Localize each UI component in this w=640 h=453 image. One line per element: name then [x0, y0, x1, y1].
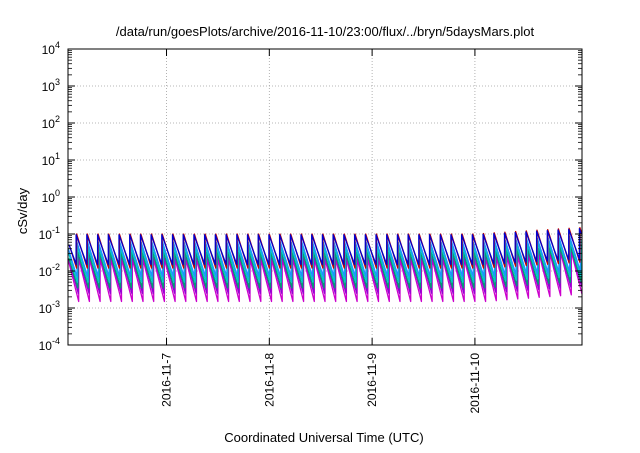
y-tick-label: 100	[42, 188, 60, 205]
y-tick-label: 10-4	[39, 336, 60, 353]
y-tick-exponent: 3	[55, 77, 60, 87]
y-tick-exponent: 0	[55, 188, 60, 198]
y-tick-label: 10-2	[39, 262, 60, 279]
y-tick-exponent: 1	[55, 151, 60, 161]
y-tick-exponent: -4	[52, 336, 60, 346]
y-axis-label: cSv/day	[15, 187, 30, 234]
plot-frame	[67, 48, 583, 346]
y-tick-exponent: -2	[52, 262, 60, 272]
y-tick-base: 10	[39, 339, 53, 353]
y-tick-label: 10-3	[39, 299, 60, 316]
x-tick-label: 2016-11-10	[468, 353, 482, 414]
y-tick-base: 10	[42, 191, 56, 205]
y-tick-exponent: 2	[55, 114, 60, 124]
x-tick-label: 2016-11-8	[262, 353, 276, 407]
chart-title: /data/run/goesPlots/archive/2016-11-10/2…	[116, 24, 535, 39]
y-tick-label: 101	[42, 151, 60, 168]
y-tick-label: 104	[42, 40, 60, 57]
y-tick-base: 10	[42, 80, 56, 94]
y-tick-base: 10	[39, 302, 53, 316]
y-tick-base: 10	[42, 43, 56, 57]
y-tick-base: 10	[42, 117, 56, 131]
y-tick-label: 10-1	[39, 225, 60, 242]
y-tick-exponent: -3	[52, 299, 60, 309]
x-axis-label: Coordinated Universal Time (UTC)	[224, 430, 423, 445]
series-group	[67, 226, 583, 303]
y-tick-base: 10	[39, 228, 53, 242]
x-tick-label: 2016-11-7	[160, 353, 174, 407]
series-line-7	[68, 228, 582, 266]
y-tick-base: 10	[42, 154, 56, 168]
series-line-4	[67, 239, 582, 283]
series-line-3	[68, 245, 582, 289]
y-tick-label: 103	[42, 77, 60, 94]
y-tick-exponent: -1	[52, 225, 60, 235]
x-tick-label: 2016-11-9	[365, 353, 379, 407]
axes: 10410310210110010-110-210-310-42016-11-7…	[39, 40, 583, 414]
y-tick-base: 10	[39, 265, 53, 279]
series-line-5	[67, 235, 581, 278]
y-tick-exponent: 4	[55, 40, 60, 50]
y-tick-label: 102	[42, 114, 60, 131]
